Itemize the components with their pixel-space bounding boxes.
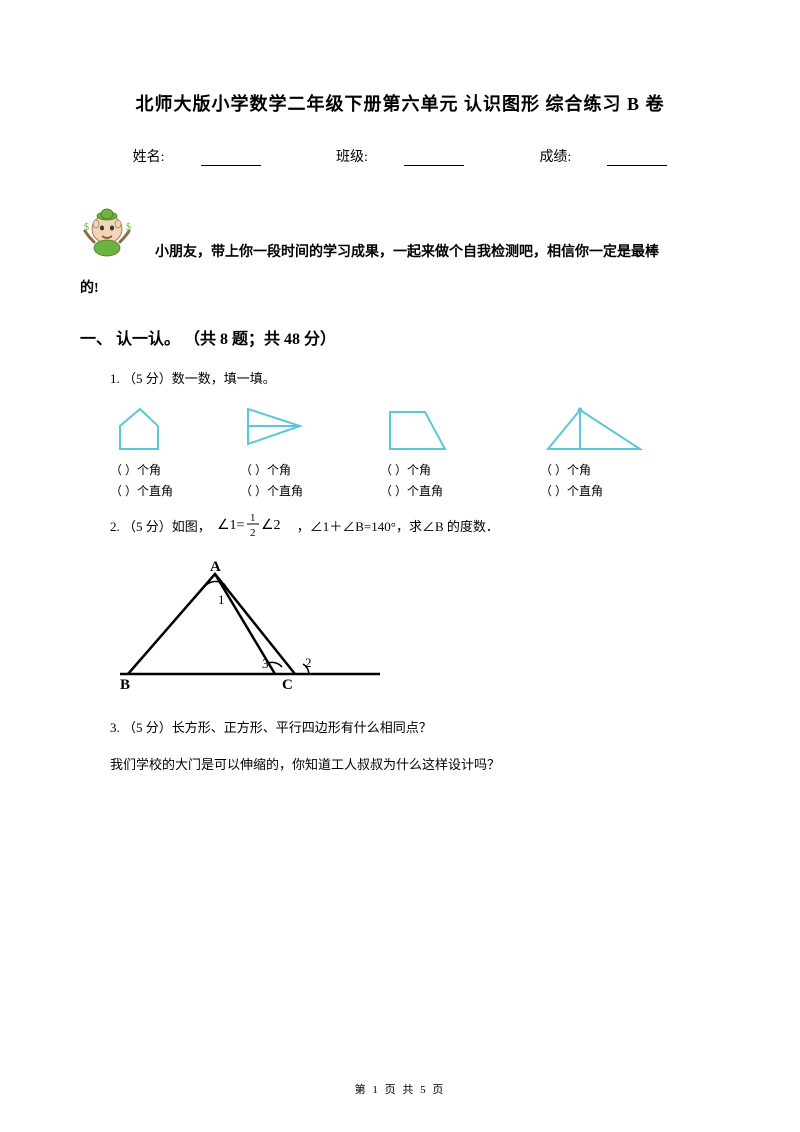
intro-row: $ $ 小朋友，带上你一段时间的学习成果，一起来做个自我检测吧，相信你一定是最棒 (80, 206, 720, 269)
intro-text-2: 的! (80, 277, 720, 297)
triangle-diagram: A B C 1 3 2 (110, 559, 720, 694)
name-field: 姓名: (115, 146, 279, 166)
class-label: 班级: (336, 146, 368, 166)
shape-4-svg (540, 404, 650, 454)
shape-4-angles: （ ）个角 (540, 460, 591, 480)
shape-4-right: （ ）个直角 (540, 481, 603, 501)
shape-1: （ ）个角 （ ）个直角 (110, 404, 240, 501)
shapes-row: （ ）个角 （ ）个直角 （ ）个角 （ ）个直角 （ ）个角 （ ）个直角 (110, 404, 720, 501)
class-underline (404, 165, 464, 166)
svg-text:1: 1 (250, 512, 256, 524)
score-field: 成绩: (521, 146, 685, 166)
svg-text:$: $ (126, 222, 131, 233)
q2-prefix: 2. （5 分）如图， (110, 516, 211, 535)
shape-1-svg (110, 404, 170, 454)
svg-text:$: $ (84, 222, 89, 233)
score-label: 成绩: (539, 146, 571, 166)
svg-text:3: 3 (262, 656, 269, 671)
svg-text:A: A (210, 559, 221, 575)
shape-3-right: （ ）个直角 (380, 481, 443, 501)
svg-text:∠2: ∠2 (261, 518, 281, 533)
question-2: 2. （5 分）如图， ∠1= 1 2 ∠2 ，∠1＋∠B=140°，求∠B 的… (110, 509, 720, 543)
shape-2: （ ）个角 （ ）个直角 (240, 404, 380, 501)
svg-text:2: 2 (250, 527, 256, 539)
student-info-row: 姓名: 班级: 成绩: (80, 146, 720, 166)
q2-suffix: ，∠1＋∠B=140°，求∠B 的度数． (297, 516, 499, 535)
shape-3-svg (380, 404, 455, 454)
page-footer: 第 1 页 共 5 页 (0, 1081, 800, 1097)
shape-1-right: （ ）个直角 (110, 481, 173, 501)
shape-3: （ ）个角 （ ）个直角 (380, 404, 540, 501)
shape-2-angles: （ ）个角 (240, 460, 291, 480)
shape-3-angles: （ ）个角 (380, 460, 431, 480)
svg-text:1: 1 (218, 592, 225, 607)
shape-4: （ ）个角 （ ）个直角 (540, 404, 690, 501)
question-3-followup: 我们学校的大门是可以伸缩的，你知道工人叔叔为什么这样设计吗？ (110, 753, 720, 776)
class-field: 班级: (318, 146, 482, 166)
svg-text:∠1=: ∠1= (217, 518, 245, 533)
section-1-header: 一、 认一认。 （共 8 题；共 48 分） (80, 325, 720, 349)
shape-2-svg (240, 404, 310, 454)
name-label: 姓名: (133, 146, 165, 166)
question-1: 1. （5 分）数一数，填一填。 (110, 367, 720, 390)
svg-text:C: C (282, 677, 293, 689)
name-underline (201, 165, 261, 166)
svg-text:2: 2 (305, 655, 312, 670)
question-3: 3. （5 分）长方形、正方形、平行四边形有什么相同点？ (110, 716, 720, 739)
score-underline (607, 165, 667, 166)
svg-text:B: B (120, 677, 130, 689)
formula-icon: ∠1= 1 2 ∠2 (215, 509, 293, 543)
shape-2-right: （ ）个直角 (240, 481, 303, 501)
shape-1-angles: （ ）个角 (110, 460, 161, 480)
document-title: 北师大版小学数学二年级下册第六单元 认识图形 综合练习 B 卷 (80, 90, 720, 116)
intro-text-1: 小朋友，带上你一段时间的学习成果，一起来做个自我检测吧，相信你一定是最棒 (155, 206, 659, 269)
mascot-icon: $ $ (80, 206, 135, 261)
